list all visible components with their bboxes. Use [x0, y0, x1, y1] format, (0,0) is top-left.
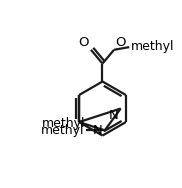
Text: methyl: methyl — [130, 40, 174, 53]
Text: O: O — [79, 36, 89, 49]
Text: methyl: methyl — [42, 117, 85, 130]
Text: methyl: methyl — [41, 124, 84, 137]
Text: N: N — [92, 124, 102, 137]
Text: O: O — [116, 36, 126, 49]
Text: N: N — [108, 109, 118, 122]
